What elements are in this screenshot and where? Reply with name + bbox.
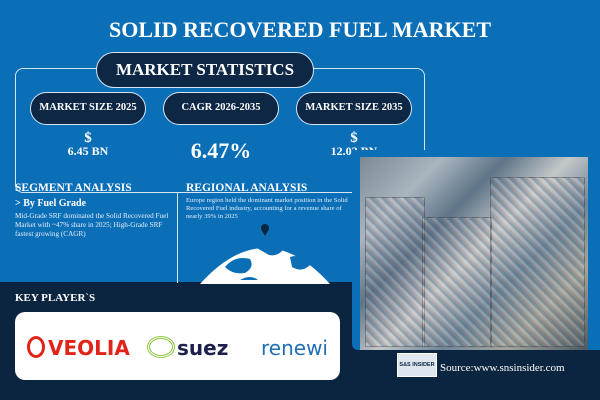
key-players-heading: KEY PLAYER`S bbox=[15, 292, 96, 304]
source-text: Source:www.snsinsider.com bbox=[440, 362, 565, 374]
segment-sub: > By Fuel Grade bbox=[15, 198, 86, 209]
suez-logo: suez bbox=[147, 336, 228, 360]
market-size-2025-label: MARKET SIZE 2025 bbox=[30, 92, 146, 125]
cagr-value: 6.47% bbox=[190, 138, 252, 163]
renewi-logo: renewi bbox=[261, 336, 328, 360]
market-size-2025-value: 6.45 BN bbox=[67, 144, 109, 158]
segment-analysis: SEGMENT ANALYSIS > By Fuel Grade Mid-Gra… bbox=[15, 182, 170, 239]
recycled-bales-photo bbox=[360, 157, 588, 350]
globe-icon bbox=[200, 224, 330, 284]
key-players-card: VEOLIA suez renewi bbox=[15, 312, 340, 380]
regional-heading: REGIONAL ANALYSIS bbox=[186, 182, 308, 194]
market-statistics-heading: MARKET STATISTICS bbox=[96, 52, 314, 88]
sns-insider-logo: S&S INSIDER bbox=[397, 353, 437, 377]
brand-name: S&S INSIDER bbox=[399, 362, 435, 368]
divider bbox=[177, 193, 178, 283]
location-pin-icon bbox=[261, 224, 269, 236]
market-size-2035-label: MARKET SIZE 2035 bbox=[296, 92, 412, 125]
segment-text: Mid-Grade SRF dominated the Solid Recove… bbox=[15, 212, 169, 238]
currency-symbol: $ bbox=[84, 130, 92, 146]
cagr-label: CAGR 2026-2035 bbox=[163, 92, 279, 125]
veolia-logo: VEOLIA bbox=[27, 336, 130, 360]
regional-text: Europe region held the dominant market p… bbox=[186, 197, 348, 220]
page-title: SOLID RECOVERED FUEL MARKET bbox=[108, 17, 491, 42]
regional-analysis: REGIONAL ANALYSIS Europe region held the… bbox=[186, 182, 351, 221]
currency-symbol: $ bbox=[350, 130, 358, 146]
segment-heading: SEGMENT ANALYSIS bbox=[15, 182, 132, 194]
